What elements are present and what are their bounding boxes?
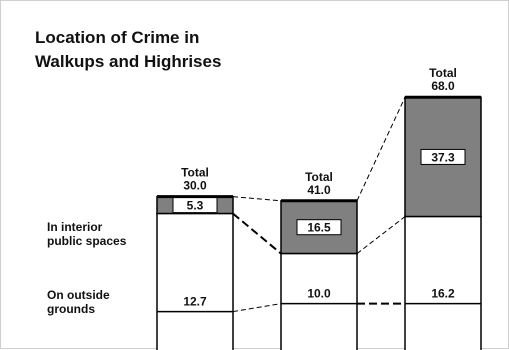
total-value-label: 41.0: [307, 183, 331, 197]
total-word-label: Total: [305, 170, 333, 184]
interior-value-label: 37.3: [431, 150, 455, 164]
interior-value-label: 16.5: [307, 221, 331, 235]
outside-value-label: 16.2: [431, 287, 455, 301]
interior-value-box: [172, 197, 218, 214]
connector-interior: [232, 212, 282, 255]
interior-value-box: [296, 219, 342, 236]
bar-lower-body: [280, 252, 358, 350]
total-value-label: 68.0: [431, 79, 455, 93]
total-value-label: 30.0: [183, 179, 207, 193]
legend-outside-line-2: grounds: [47, 302, 95, 316]
total-word-label: Total: [429, 66, 457, 80]
bar-lower-body: [404, 215, 482, 350]
chart-title-line-2: Walkups and Highrises: [35, 52, 221, 71]
bar-lower-body: [156, 212, 234, 350]
legend-outside-line-1: On outside: [47, 288, 110, 302]
outside-value-label: 10.0: [307, 287, 331, 301]
connector-total: [356, 97, 406, 202]
total-word-label: Total: [181, 166, 209, 180]
interior-value-box: [420, 148, 466, 165]
interior-value-label: 5.3: [187, 199, 204, 213]
connector-outside: [232, 303, 282, 313]
legend-interior-line-1: In interior: [47, 220, 103, 234]
connector-total: [232, 196, 282, 202]
legend-interior-line-2: public spaces: [47, 234, 127, 248]
outside-value-label: 12.7: [183, 295, 207, 309]
chart-title-line-1: Location of Crime in: [35, 28, 199, 47]
connector-interior: [356, 216, 406, 254]
